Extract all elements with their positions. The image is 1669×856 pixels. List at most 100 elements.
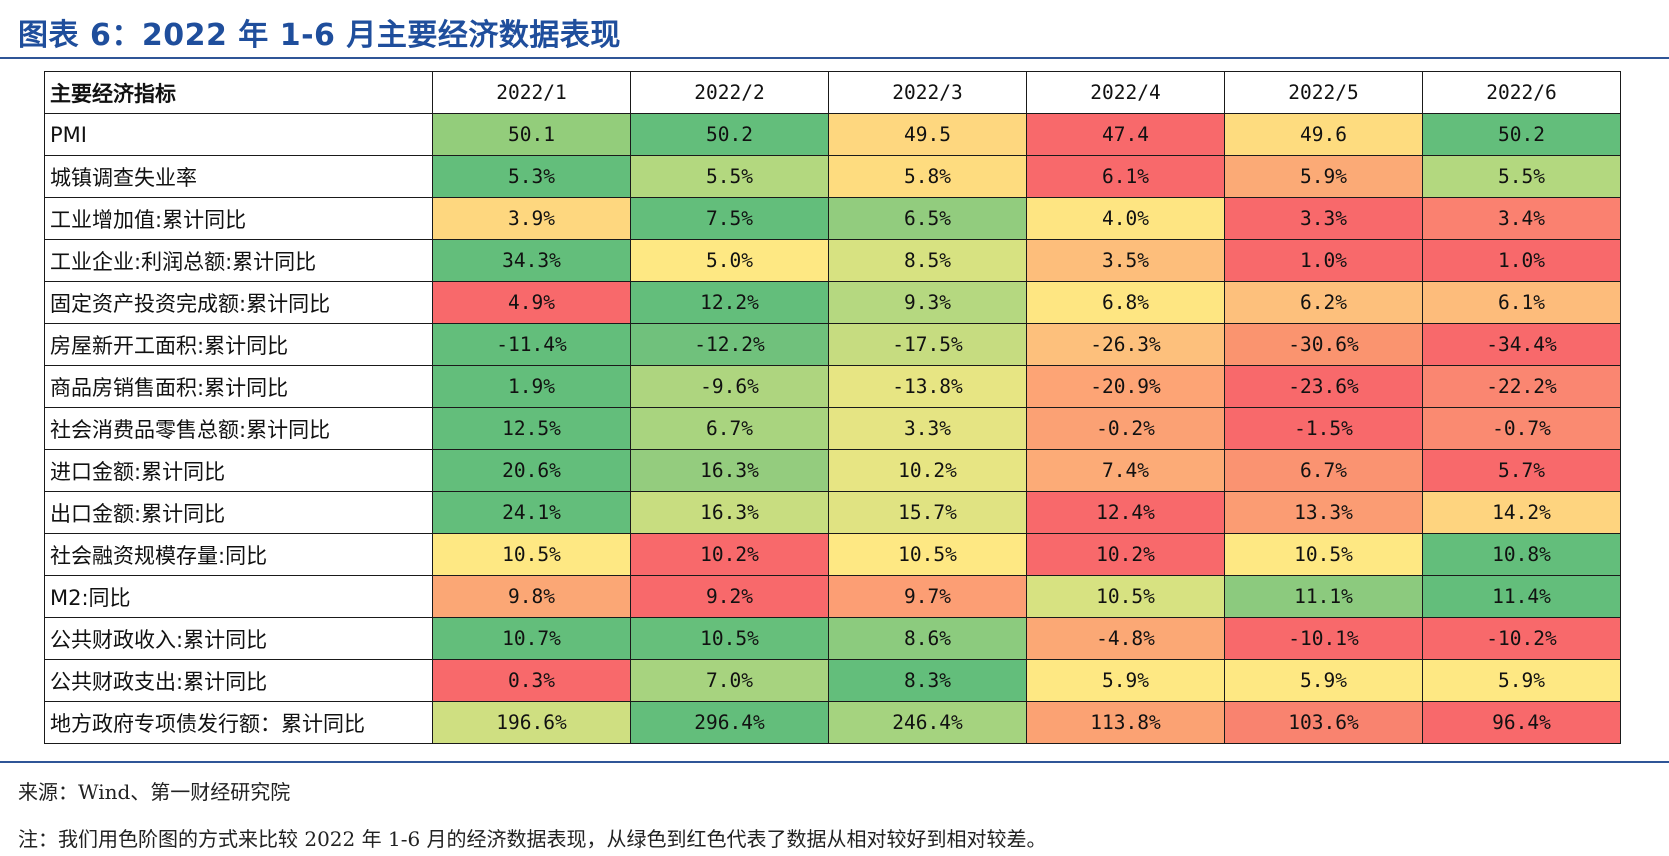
- table-row: 社会融资规模存量:同比 10.5% 10.2% 10.5% 10.2% 10.5% 10.8…: [44, 533, 1621, 576]
- table-cell: 15.7%: [828, 491, 1027, 534]
- economic-data-table: 主要经济指标 2022/1 2022/2 2022/3 2022/4 2022/…: [44, 71, 1621, 744]
- table-cell: 10.5%: [1224, 533, 1423, 576]
- table-row: 地方政府专项债发行额：累计同比 196.6% 296.4% 246.4% 113.8% 1…: [44, 701, 1621, 744]
- table-cell: 6.1%: [1026, 155, 1225, 198]
- table-cell: 20.6%: [432, 449, 631, 492]
- table-cell: 113.8%: [1026, 701, 1225, 744]
- row-label: 公共财政支出:累计同比: [44, 659, 433, 702]
- table-cell: 9.7%: [828, 575, 1027, 618]
- table-cell: 6.5%: [828, 197, 1027, 240]
- table-cell: 34.3%: [432, 239, 631, 282]
- table-cell: 10.5%: [432, 533, 631, 576]
- table-cell: 1.0%: [1224, 239, 1423, 282]
- table-cell: 6.1%: [1422, 281, 1621, 324]
- table-cell: 246.4%: [828, 701, 1027, 744]
- row-label: 进口金额:累计同比: [44, 449, 433, 492]
- table-cell: 8.6%: [828, 617, 1027, 660]
- row-label: 房屋新开工面积:累计同比: [44, 323, 433, 366]
- table-cell: 3.5%: [1026, 239, 1225, 282]
- row-label: PMI: [44, 113, 433, 156]
- table-cell: 10.5%: [630, 617, 829, 660]
- row-label: M2:同比: [44, 575, 433, 618]
- table-cell: -34.4%: [1422, 323, 1621, 366]
- table-cell: 9.3%: [828, 281, 1027, 324]
- table-cell: 7.4%: [1026, 449, 1225, 492]
- table-cell: 196.6%: [432, 701, 631, 744]
- table-cell: 50.2: [630, 113, 829, 156]
- table-cell: 24.1%: [432, 491, 631, 534]
- table-cell: -0.7%: [1422, 407, 1621, 450]
- footnote: 注：我们用色阶图的方式来比较 2022 年 1-6 月的经济数据表现，从绿色到红…: [18, 827, 1047, 851]
- table-cell: 5.7%: [1422, 449, 1621, 492]
- table-cell: 10.2%: [1026, 533, 1225, 576]
- table-cell: 14.2%: [1422, 491, 1621, 534]
- table-cell: 5.3%: [432, 155, 631, 198]
- table-cell: 8.5%: [828, 239, 1027, 282]
- column-header: 2022/5: [1224, 71, 1423, 114]
- table-cell: 6.8%: [1026, 281, 1225, 324]
- table-cell: -11.4%: [432, 323, 631, 366]
- table-cell: 296.4%: [630, 701, 829, 744]
- table-cell: 5.5%: [1422, 155, 1621, 198]
- table-row: 社会消费品零售总额:累计同比 12.5% 6.7% 3.3% -0.2% -1.5% -0.…: [44, 407, 1621, 450]
- table-cell: 10.5%: [1026, 575, 1225, 618]
- table-cell: -20.9%: [1026, 365, 1225, 408]
- table-cell: 7.0%: [630, 659, 829, 702]
- table-cell: 10.8%: [1422, 533, 1621, 576]
- table-row: 出口金额:累计同比 24.1% 16.3% 15.7% 12.4% 13.3% 14.2%: [44, 491, 1621, 534]
- row-label: 固定资产投资完成额:累计同比: [44, 281, 433, 324]
- table-cell: 96.4%: [1422, 701, 1621, 744]
- table-cell: 50.1: [432, 113, 631, 156]
- table-row: 进口金额:累计同比 20.6% 16.3% 10.2% 7.4% 6.7% 5.7%: [44, 449, 1621, 492]
- bottom-divider: [0, 761, 1669, 763]
- table-cell: 49.6: [1224, 113, 1423, 156]
- table-cell: 6.7%: [1224, 449, 1423, 492]
- table-row: 固定资产投资完成额:累计同比 4.9% 12.2% 9.3% 6.8% 6.2% 6.1%: [44, 281, 1621, 324]
- column-header: 2022/3: [828, 71, 1027, 114]
- table-cell: 16.3%: [630, 491, 829, 534]
- row-label: 工业增加值:累计同比: [44, 197, 433, 240]
- table-cell: 5.8%: [828, 155, 1027, 198]
- header-indicator-label: 主要经济指标: [44, 71, 433, 114]
- table-row: 公共财政支出:累计同比 0.3% 7.0% 8.3% 5.9% 5.9% 5.9%: [44, 659, 1621, 702]
- table-cell: 11.4%: [1422, 575, 1621, 618]
- table-cell: 5.9%: [1224, 659, 1423, 702]
- source-note: 来源：Wind、第一财经研究院: [18, 780, 291, 804]
- table-cell: 3.4%: [1422, 197, 1621, 240]
- column-header: 2022/1: [432, 71, 631, 114]
- row-label: 出口金额:累计同比: [44, 491, 433, 534]
- table-cell: 4.0%: [1026, 197, 1225, 240]
- column-header: 2022/2: [630, 71, 829, 114]
- table-cell: 12.5%: [432, 407, 631, 450]
- table-row: 商品房销售面积:累计同比 1.9% -9.6% -13.8% -20.9% -23.6% -…: [44, 365, 1621, 408]
- table-cell: -9.6%: [630, 365, 829, 408]
- table-cell: 1.0%: [1422, 239, 1621, 282]
- column-header: 2022/4: [1026, 71, 1225, 114]
- table-cell: 5.9%: [1422, 659, 1621, 702]
- table-cell: -1.5%: [1224, 407, 1423, 450]
- table-cell: 3.3%: [828, 407, 1027, 450]
- table-cell: -26.3%: [1026, 323, 1225, 366]
- table-cell: 6.7%: [630, 407, 829, 450]
- table-cell: -13.8%: [828, 365, 1027, 408]
- table-cell: 0.3%: [432, 659, 631, 702]
- table-cell: 13.3%: [1224, 491, 1423, 534]
- table-cell: 9.2%: [630, 575, 829, 618]
- table-cell: 16.3%: [630, 449, 829, 492]
- row-label: 社会消费品零售总额:累计同比: [44, 407, 433, 450]
- row-label: 社会融资规模存量:同比: [44, 533, 433, 576]
- table-cell: 10.5%: [828, 533, 1027, 576]
- table-cell: 5.9%: [1224, 155, 1423, 198]
- table-row: 工业企业:利润总额:累计同比 34.3% 5.0% 8.5% 3.5% 1.0% 1.0%: [44, 239, 1621, 282]
- table-cell: 6.2%: [1224, 281, 1423, 324]
- table-cell: 1.9%: [432, 365, 631, 408]
- table-row: 公共财政收入:累计同比 10.7% 10.5% 8.6% -4.8% -10.1% -10.…: [44, 617, 1621, 660]
- top-divider: [0, 57, 1669, 59]
- table-cell: 49.5: [828, 113, 1027, 156]
- table-cell: 8.3%: [828, 659, 1027, 702]
- column-header: 2022/6: [1422, 71, 1621, 114]
- table-cell: -0.2%: [1026, 407, 1225, 450]
- table-row: 房屋新开工面积:累计同比 -11.4% -12.2% -17.5% -26.3% -30.…: [44, 323, 1621, 366]
- table-cell: 50.2: [1422, 113, 1621, 156]
- table-cell: -10.1%: [1224, 617, 1423, 660]
